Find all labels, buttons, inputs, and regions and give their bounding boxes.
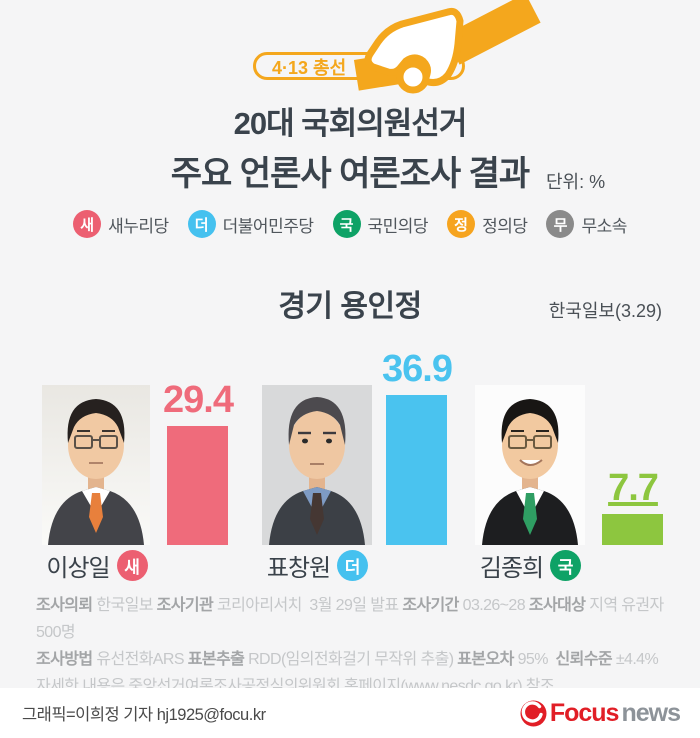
legend-item-independent: 무 무소속	[546, 210, 627, 238]
district-title: 경기 용인정	[278, 290, 422, 323]
legend-label: 국민의당	[367, 216, 429, 236]
source-label: 한국일보(3.29)	[548, 301, 662, 321]
candidate-photo-pyochangwon	[262, 385, 372, 545]
poll-bar	[386, 395, 447, 545]
poll-bar	[167, 425, 228, 545]
candidate-photo-kimjonghee	[475, 385, 585, 545]
credit-text: 그래픽=이희정 기자 hj1925@focu.kr	[22, 706, 266, 724]
survey-notes-line2: 조사방법 유선전화ARS 표본추출 RDD(임의전화걸기 무작위 추출) 표본오…	[36, 651, 659, 668]
candidate-name-row: 이상일 새	[12, 548, 182, 583]
candidate-name: 김종희	[479, 555, 544, 582]
survey-notes: 조사의뢰 한국일보 조사기관 코리아리서치 3월 29일 발표 조사기간 03.…	[36, 592, 684, 700]
footer-bar: 그래픽=이희정 기자 hj1925@focu.kr Focus news	[0, 688, 700, 738]
poll-bar	[602, 513, 663, 545]
focus-logo-icon	[520, 700, 547, 726]
survey-notes-line1: 조사의뢰 한국일보 조사기관 코리아리서치 3월 29일 발표 조사기간 03.…	[36, 597, 668, 641]
party-badge-icon: 정	[447, 210, 476, 238]
party-badge-icon: 더	[187, 210, 216, 238]
party-badge-icon: 국	[332, 210, 361, 238]
party-badge-icon: 더	[337, 550, 369, 581]
title-line1: 20대 국회의원선거	[233, 106, 468, 141]
legend-item-justice: 정 정의당	[447, 210, 528, 238]
candidate-name-row: 표창원 더	[235, 548, 400, 583]
poll-bar-chart: 29.4 이상일 새 36.9 표창원 더	[0, 341, 700, 593]
focus-news-logo: Focus news	[520, 698, 681, 728]
ballot-hand-illustration	[353, 0, 541, 94]
candidate-photo-leesangil	[42, 385, 150, 545]
party-badge-icon: 새	[73, 210, 102, 238]
bar-value: 36.9	[382, 348, 453, 390]
candidate-name: 표창원	[266, 555, 331, 582]
legend-label: 정의당	[482, 216, 528, 236]
party-badge-icon: 국	[550, 550, 582, 581]
party-legend: 새 새누리당 더 더불어민주당 국 국민의당 정 정의당 무 무소속	[0, 210, 700, 238]
news-logo-text: news	[621, 698, 681, 727]
unit-label: 단위: %	[546, 172, 606, 192]
candidate-name: 이상일	[46, 555, 110, 582]
legend-label: 새누리당	[108, 216, 169, 236]
legend-label: 더불어민주당	[222, 216, 314, 236]
legend-label: 무소속	[581, 216, 627, 236]
title-line2: 주요 언론사 여론조사 결과	[170, 155, 530, 193]
bar-value: 7.7	[608, 466, 659, 509]
legend-item-kookmin: 국 국민의당	[332, 210, 429, 238]
legend-item-saenuri: 새 새누리당	[73, 210, 169, 238]
bar-value: 29.4	[163, 378, 234, 421]
legend-item-minjoo: 더 더불어민주당	[187, 210, 314, 238]
candidate-name-row: 김종희 국	[448, 548, 613, 583]
party-badge-icon: 무	[546, 210, 575, 238]
focus-logo-text: Focus	[549, 698, 620, 727]
page-title: 20대 국회의원선거 주요 언론사 여론조사 결과	[0, 98, 700, 195]
party-badge-icon: 새	[116, 550, 148, 581]
election-date-label: 4·13 총선	[272, 58, 347, 78]
